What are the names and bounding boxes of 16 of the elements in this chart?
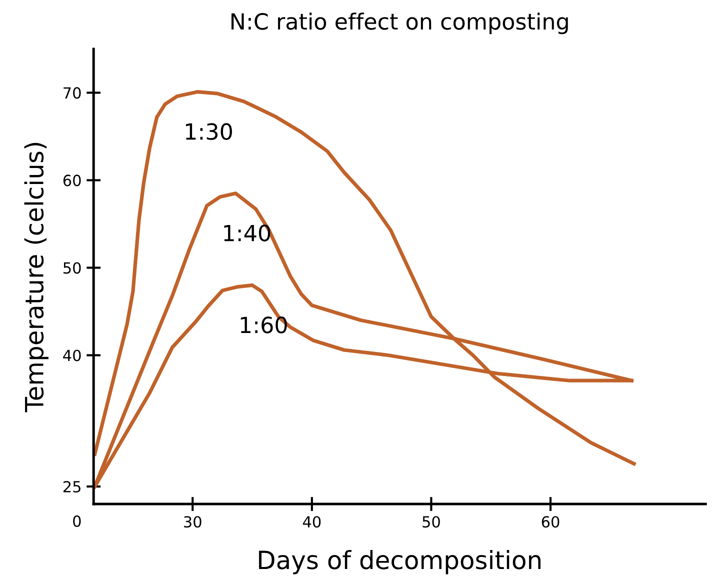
series-label: 1:40 <box>224 224 270 242</box>
y-tick-label: 40 <box>63 350 81 362</box>
series-label: 1:60 <box>240 316 287 334</box>
y-axis-title: Temperature (celcius) <box>24 142 48 412</box>
y-tick-label: 25 <box>63 480 80 493</box>
x-tick-label: 40 <box>302 516 321 528</box>
x-tick-label: 50 <box>422 516 440 528</box>
series-label: 1:30 <box>186 123 232 140</box>
y-tick-label: 70 <box>64 87 81 99</box>
chart-title: N:C ratio effect on composting <box>232 12 568 34</box>
x-tick-label: 60 <box>542 516 560 528</box>
x-tick-label: 30 <box>184 516 202 528</box>
y-tick-label: 60 <box>63 174 81 186</box>
text: 0 <box>73 515 81 527</box>
y-tick-label: 50 <box>64 262 81 274</box>
x-axis-title: Days of decomposition <box>259 550 540 574</box>
